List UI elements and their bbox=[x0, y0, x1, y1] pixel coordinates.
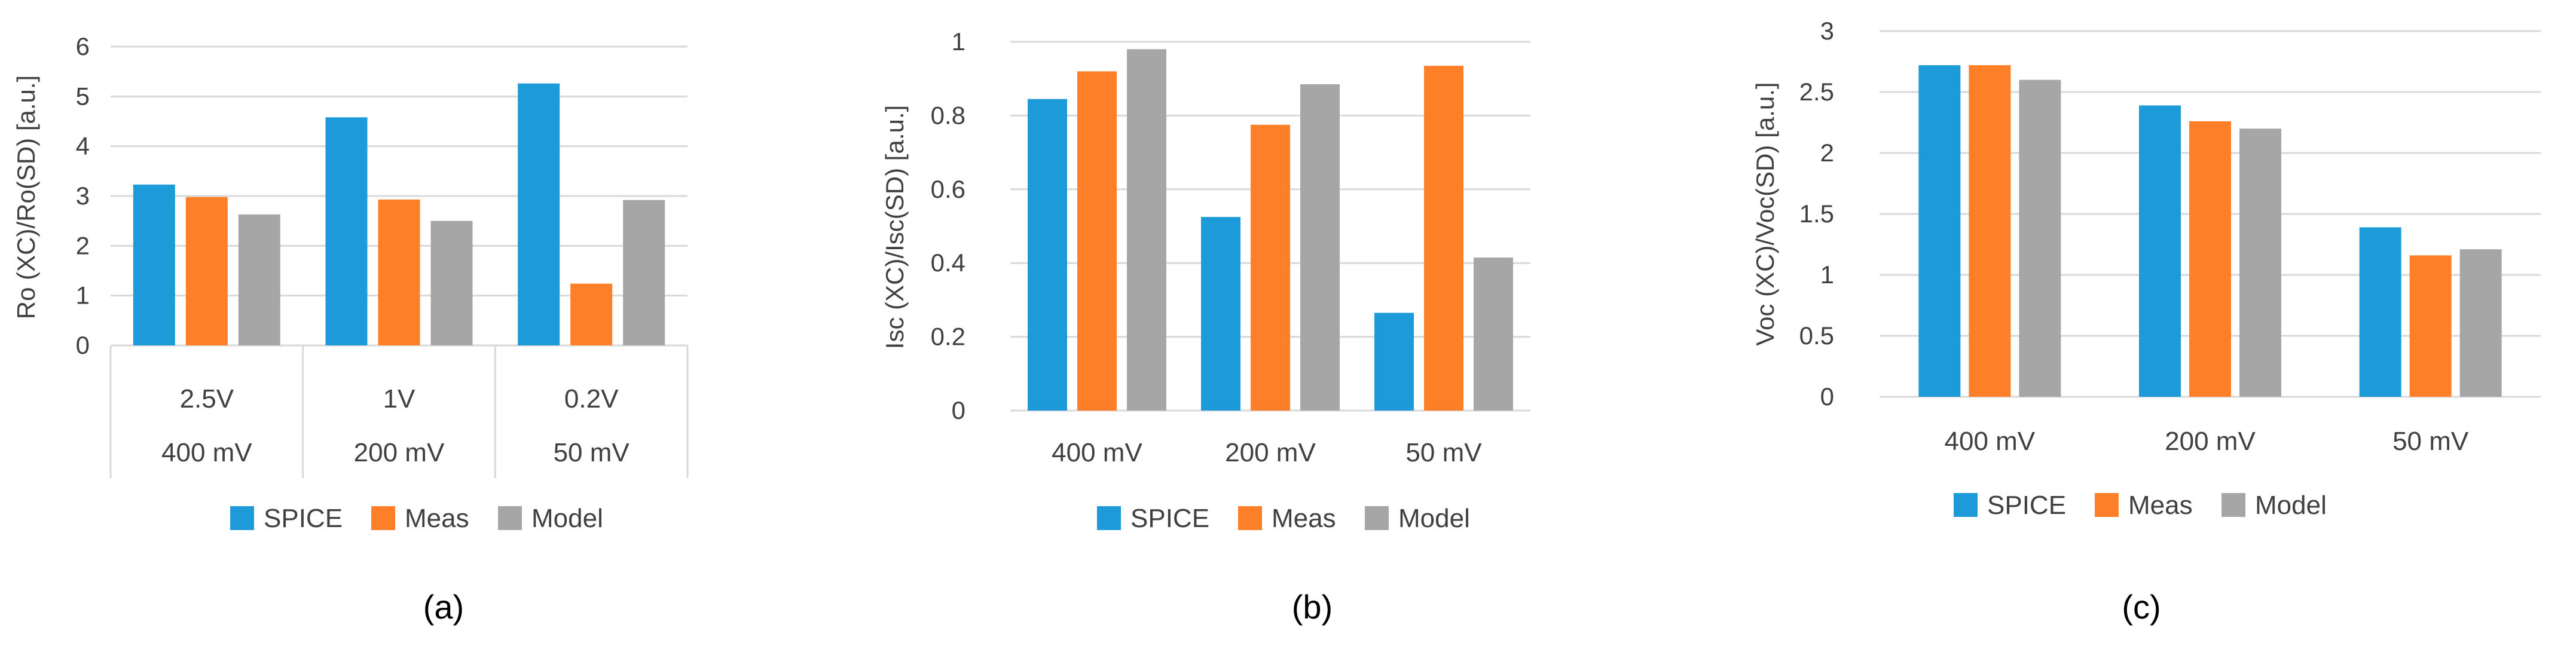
y-tick-label: 5 bbox=[76, 82, 90, 110]
y-tick-label: 0 bbox=[1820, 382, 1834, 411]
y-tick-label: 0.4 bbox=[931, 249, 965, 277]
legend-label-spice: SPICE bbox=[1130, 504, 1209, 533]
legend-swatch-model bbox=[1365, 506, 1389, 530]
y-tick-label: 1 bbox=[1820, 261, 1834, 289]
y-axis-title: Ro (XC)/Ro(SD) [a.u.] bbox=[12, 75, 40, 319]
y-tick-label: 0.2 bbox=[931, 323, 965, 351]
chart-c: 0 0.5 1 1.5 2 2.5 3 Voc (XC)/Voc(SD) [a.u.] 400 … bbox=[1751, 17, 2541, 626]
bar-meas bbox=[2409, 255, 2452, 397]
legend-label-model: Model bbox=[1398, 504, 1470, 533]
y-tick-label: 3 bbox=[76, 182, 90, 210]
bar-spice bbox=[2139, 105, 2181, 397]
bar-meas bbox=[1424, 66, 1463, 411]
bar-spice bbox=[2359, 227, 2401, 397]
bar-model bbox=[623, 200, 665, 345]
y-tick-label: 0.6 bbox=[931, 175, 965, 203]
legend-swatch-meas bbox=[1238, 506, 1262, 530]
category-label: 400 mV bbox=[1052, 438, 1142, 467]
legend-label-spice: SPICE bbox=[1987, 491, 2066, 520]
legend-swatch-spice bbox=[230, 506, 254, 530]
legend-swatch-meas bbox=[371, 506, 395, 530]
bar-model bbox=[238, 214, 280, 345]
category-label: 1V bbox=[383, 384, 415, 414]
y-tick-label: 6 bbox=[76, 32, 90, 60]
legend-label-meas: Meas bbox=[2128, 491, 2193, 520]
bar-model bbox=[430, 221, 473, 345]
y-axis-title: Isc (XC)/Isc(SD) [a.u.] bbox=[881, 105, 909, 349]
y-tick-label: 0 bbox=[76, 331, 90, 359]
bar-meas bbox=[1077, 71, 1117, 411]
bar-meas bbox=[378, 199, 420, 345]
bar-model bbox=[2239, 128, 2281, 397]
panel-label: (c) bbox=[2122, 588, 2161, 626]
y-tick-label: 1.5 bbox=[1799, 200, 1834, 228]
bar-spice bbox=[1028, 99, 1067, 411]
chart-b: 0 0.2 0.4 0.6 0.8 1 Isc (XC)/Isc(SD) [a.u.] 400… bbox=[881, 27, 1530, 626]
category-label: 0.2V bbox=[564, 384, 619, 414]
legend-swatch-spice bbox=[1097, 506, 1121, 530]
y-tick-label: 0.8 bbox=[931, 101, 965, 129]
bar-spice bbox=[1918, 65, 1961, 397]
bar-model bbox=[2459, 249, 2502, 397]
bar-model bbox=[2019, 79, 2061, 397]
y-tick-label: 1 bbox=[76, 281, 90, 310]
bar-spice bbox=[1201, 217, 1240, 411]
legend-label-model: Model bbox=[531, 504, 603, 533]
category-label: 400 mV bbox=[1945, 427, 2036, 456]
bar-spice bbox=[518, 83, 560, 345]
legend-label-meas: Meas bbox=[405, 504, 469, 533]
category-label: 2.5V bbox=[180, 384, 234, 414]
panel-label: (b) bbox=[1292, 588, 1333, 626]
category-label-secondary: 400 mV bbox=[161, 438, 252, 467]
bar-spice bbox=[1374, 313, 1414, 411]
category-label-secondary: 50 mV bbox=[554, 438, 630, 467]
bar-meas bbox=[1251, 124, 1290, 411]
y-tick-label: 2 bbox=[1820, 139, 1834, 167]
legend-swatch-meas bbox=[2095, 493, 2119, 517]
y-axis-title: Voc (XC)/Voc(SD) [a.u.] bbox=[1751, 82, 1779, 345]
bar-meas bbox=[570, 283, 613, 345]
bar-model bbox=[1127, 49, 1166, 411]
legend-swatch-spice bbox=[1954, 493, 1978, 517]
y-tick-label: 0.5 bbox=[1799, 322, 1834, 350]
bar-meas bbox=[1969, 65, 2011, 397]
legend-label-spice: SPICE bbox=[264, 504, 343, 533]
panel-label: (a) bbox=[423, 588, 464, 626]
y-tick-label: 2.5 bbox=[1799, 78, 1834, 106]
bar-model bbox=[1474, 257, 1513, 411]
y-tick-label: 1 bbox=[952, 27, 965, 56]
category-label: 50 mV bbox=[2392, 427, 2469, 456]
y-tick-label: 2 bbox=[76, 231, 90, 259]
legend-label-model: Model bbox=[2255, 491, 2327, 520]
chart-a: 0 1 2 3 4 5 6 Ro (XC)/Ro(SD) [a.u.] 2.5V 400 mV 1V… bbox=[12, 32, 689, 626]
bar-spice bbox=[325, 117, 368, 346]
bar-meas bbox=[2189, 121, 2231, 397]
legend-swatch-model bbox=[2221, 493, 2245, 517]
y-tick-label: 0 bbox=[952, 396, 965, 424]
category-label: 50 mV bbox=[1405, 438, 1482, 467]
category-label: 200 mV bbox=[1225, 438, 1316, 467]
category-label: 200 mV bbox=[2165, 427, 2256, 456]
legend-swatch-model bbox=[498, 506, 522, 530]
legend-label-meas: Meas bbox=[1272, 504, 1336, 533]
bar-model bbox=[1300, 84, 1340, 411]
bar-spice bbox=[133, 184, 175, 345]
category-label-secondary: 200 mV bbox=[354, 438, 445, 467]
y-tick-label: 4 bbox=[76, 132, 90, 160]
y-tick-label: 3 bbox=[1820, 17, 1834, 45]
bar-meas bbox=[185, 197, 228, 345]
